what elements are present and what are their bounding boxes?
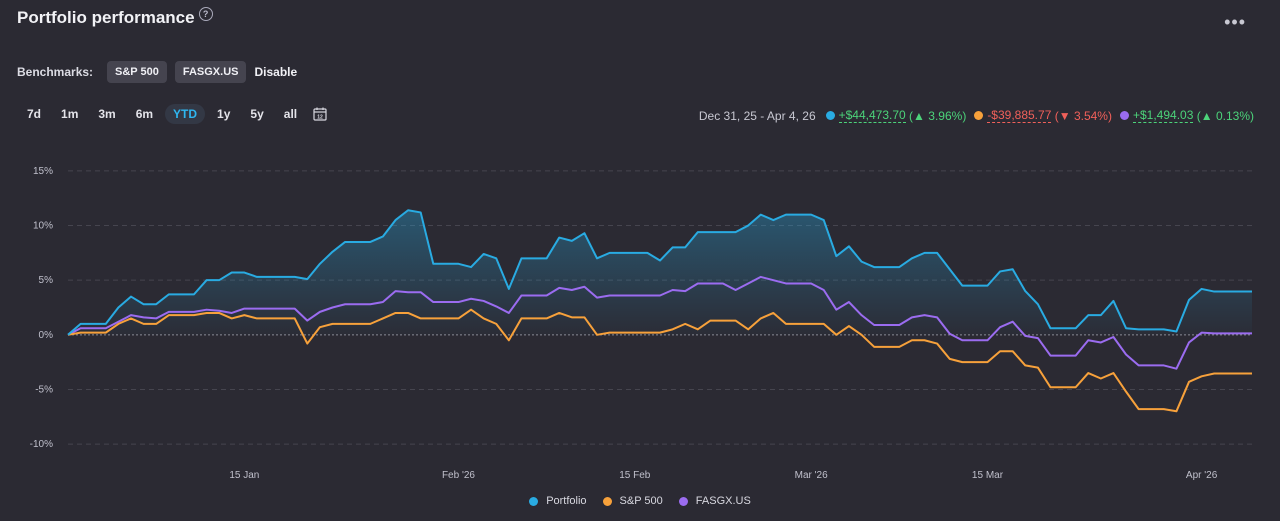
- series-line-s-p-500[interactable]: [67, 308, 1252, 413]
- x-tick-label: Mar '26: [795, 470, 828, 481]
- fasgx-pct-text: 0.13%: [1215, 108, 1250, 123]
- benchmarks-bar: Benchmarks: S&P 500 FASGX.US Disable: [17, 61, 297, 83]
- portfolio-change-value[interactable]: +$44,473.70: [838, 108, 906, 123]
- y-tick-label: 15%: [33, 166, 53, 177]
- x-tick-label: 15 Feb: [619, 470, 651, 481]
- y-tick-label: 0%: [39, 330, 54, 341]
- range-5y[interactable]: 5y: [250, 107, 264, 121]
- time-range-selector: 7d 1m 3m 6m YTD 1y 5y all 12: [19, 104, 327, 124]
- chart-legend: Portfolio S&P 500 FASGX.US: [0, 495, 1280, 507]
- range-3m[interactable]: 3m: [98, 107, 116, 121]
- portfolio-color-dot: [825, 111, 835, 120]
- fasgx-change-pct: (▲ 0.13%): [1193, 108, 1254, 123]
- sp500-color-dot: [974, 111, 984, 120]
- sp500-change-pct: (▼ 3.54%): [1051, 108, 1112, 123]
- performance-summary: Dec 31, 25 - Apr 4, 26 +$44,473.70 (▲ 3.…: [699, 108, 1254, 123]
- disable-benchmarks-button[interactable]: Disable: [254, 65, 298, 79]
- page-title: Portfolio performance: [17, 8, 195, 27]
- legend-label: FASGX.US: [695, 495, 751, 507]
- range-1m[interactable]: 1m: [61, 107, 79, 121]
- more-options-icon[interactable]: •••: [1224, 12, 1246, 32]
- y-tick-label: 5%: [39, 275, 54, 286]
- x-tick-label: 15 Mar: [972, 470, 1004, 481]
- legend-dot: [678, 496, 688, 506]
- benchmark-chip-fasgx[interactable]: FASGX.US: [174, 61, 247, 83]
- series-line-fasgx-us[interactable]: [67, 275, 1252, 370]
- sp500-pct-text: 3.54%: [1073, 108, 1108, 123]
- x-tick-label: Apr '26: [1186, 470, 1218, 481]
- range-1y[interactable]: 1y: [217, 107, 231, 121]
- help-icon[interactable]: ?: [198, 7, 213, 21]
- legend-sp500[interactable]: S&P 500: [602, 495, 663, 507]
- benchmark-chip-sp500[interactable]: S&P 500: [107, 61, 167, 83]
- fasgx-color-dot: [1119, 111, 1129, 120]
- range-ytd[interactable]: YTD: [165, 104, 206, 124]
- sp500-change-value[interactable]: -$39,885.77: [987, 108, 1052, 123]
- y-tick-label: -5%: [35, 384, 53, 395]
- up-arrow-icon: ▲: [1200, 108, 1213, 123]
- date-range: Dec 31, 25 - Apr 4, 26: [698, 108, 816, 123]
- range-7d[interactable]: 7d: [27, 107, 42, 121]
- y-tick-label: -10%: [30, 439, 53, 450]
- x-tick-label: 15 Jan: [229, 470, 259, 481]
- range-all[interactable]: all: [283, 107, 298, 121]
- legend-label: S&P 500: [619, 495, 663, 507]
- legend-portfolio[interactable]: Portfolio: [529, 495, 587, 507]
- legend-fasgx[interactable]: FASGX.US: [678, 495, 751, 507]
- down-arrow-icon: ▼: [1058, 108, 1071, 123]
- x-tick-label: Feb '26: [442, 470, 475, 481]
- y-tick-label: 10%: [33, 221, 53, 232]
- chart-title: Portfolio performance ?: [17, 7, 213, 28]
- portfolio-change-pct: (▲ 3.96%): [905, 108, 967, 123]
- portfolio-pct-text: 3.96%: [928, 108, 963, 123]
- series-line-portfolio[interactable]: [67, 209, 1252, 336]
- benchmarks-label: Benchmarks:: [17, 65, 94, 79]
- legend-dot: [602, 496, 612, 506]
- range-6m[interactable]: 6m: [135, 107, 154, 121]
- up-arrow-icon: ▲: [913, 108, 925, 123]
- legend-dot: [529, 496, 539, 506]
- legend-label: Portfolio: [546, 495, 587, 507]
- performance-chart[interactable]: 15% 10% 5% 0% -5% -10% 15 Jan Feb '26 15 Feb Mar…: [0, 140, 1280, 490]
- svg-text:12: 12: [317, 115, 323, 121]
- fasgx-change-value[interactable]: +$1,494.03: [1132, 108, 1194, 123]
- calendar-icon[interactable]: 12: [313, 107, 327, 121]
